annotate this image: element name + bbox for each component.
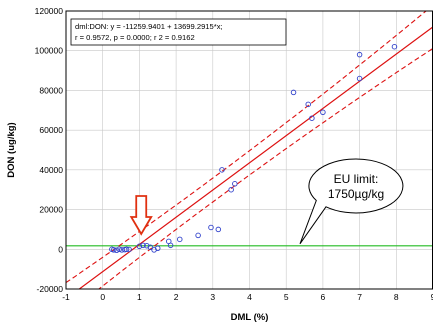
data-point bbox=[166, 238, 172, 245]
eu-limit-callout: EU limit: 1750µg/kg bbox=[299, 158, 404, 245]
y-tick-label: 120000 bbox=[35, 6, 64, 16]
data-point bbox=[113, 247, 120, 254]
data-point bbox=[208, 224, 214, 231]
callout-line-2: 1750µg/kg bbox=[328, 187, 384, 201]
x-tick-label: 4 bbox=[247, 292, 252, 302]
y-tick-label: 100000 bbox=[35, 46, 64, 56]
y-tick-label: 40000 bbox=[39, 165, 63, 175]
x-tick-label: 3 bbox=[210, 292, 215, 302]
y-axis-title: DON (ug/kg) bbox=[6, 122, 17, 177]
data-point bbox=[320, 109, 326, 116]
data-point bbox=[290, 89, 297, 96]
data-point bbox=[309, 115, 315, 121]
callout-bubble bbox=[299, 158, 404, 245]
y-tick-label: -20000 bbox=[37, 284, 64, 294]
x-tick-label: -1 bbox=[62, 292, 70, 302]
data-point bbox=[219, 167, 225, 173]
data-point bbox=[305, 101, 311, 108]
equation-box: dml:DON: y = -11259.9401 + 13699.2915*x;… bbox=[70, 18, 287, 46]
data-point bbox=[356, 51, 363, 58]
axis-tick-labels: -1 0 1 2 3 4 5 6 7 8 9 -20000 0 20000 40000 60000 80000 1… bbox=[35, 6, 433, 302]
confidence-band-upper bbox=[66, 11, 427, 284]
x-tick-label: 8 bbox=[394, 292, 399, 302]
data-point bbox=[154, 245, 161, 252]
data-point bbox=[136, 243, 143, 250]
x-tick-label: 7 bbox=[357, 292, 362, 302]
x-axis-title: DML (%) bbox=[231, 312, 269, 322]
data-points bbox=[109, 43, 398, 254]
data-point bbox=[123, 246, 130, 253]
y-tick-label: 0 bbox=[58, 244, 63, 254]
y-tick-label: 60000 bbox=[39, 125, 63, 135]
callout-line-1: EU limit: bbox=[334, 172, 379, 186]
regression-lines bbox=[66, 11, 433, 289]
equation-line-1: dml:DON: y = -11259.9401 + 13699.2915*x; bbox=[75, 22, 223, 31]
down-arrow-icon bbox=[129, 195, 153, 236]
data-point bbox=[195, 232, 201, 239]
regression-line bbox=[78, 26, 433, 289]
y-tick-label: 20000 bbox=[39, 205, 63, 215]
data-point bbox=[356, 75, 363, 82]
data-point bbox=[177, 236, 183, 243]
data-point bbox=[228, 186, 234, 193]
x-tick-label: 0 bbox=[100, 292, 105, 302]
data-point bbox=[391, 43, 398, 50]
x-tick-label: 6 bbox=[321, 292, 326, 302]
x-tick-label: 5 bbox=[284, 292, 289, 302]
data-point bbox=[147, 244, 154, 251]
confidence-band-lower bbox=[97, 47, 433, 289]
equation-line-2: r = 0.9572, p = 0.0000; r 2 = 0.9162 bbox=[75, 33, 195, 42]
x-tick-label: 9 bbox=[431, 292, 433, 302]
data-point bbox=[110, 247, 117, 253]
data-point bbox=[215, 226, 222, 233]
data-point bbox=[232, 181, 238, 187]
x-tick-label: 1 bbox=[137, 292, 142, 302]
y-tick-label: 80000 bbox=[39, 85, 63, 95]
data-point bbox=[116, 246, 122, 253]
data-point bbox=[140, 242, 146, 249]
data-point bbox=[126, 246, 132, 253]
x-tick-label: 2 bbox=[174, 292, 179, 302]
